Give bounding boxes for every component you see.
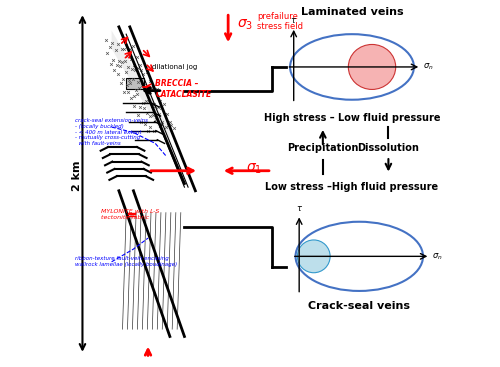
Polygon shape [112,30,170,147]
Text: $\sigma_1$: $\sigma_1$ [246,162,262,176]
Text: $\sigma_3$: $\sigma_3$ [238,18,254,32]
Text: $\sigma_n$: $\sigma_n$ [432,251,442,262]
Text: ribbon-texture fault-vein encasing
wallrock lamellae (locally boudinage): ribbon-texture fault-vein encasing wallr… [75,257,178,267]
Text: MYLONITE with L-S
tectonite fabric: MYLONITE with L-S tectonite fabric [100,209,159,220]
Text: Precipitation: Precipitation [287,143,358,153]
Text: $\tau$: $\tau$ [290,16,297,25]
Text: Low stress –High fluid pressure: Low stress –High fluid pressure [266,182,438,192]
Text: BRECCIA –
CATACLASITE: BRECCIA – CATACLASITE [156,79,212,98]
Ellipse shape [298,240,330,273]
Polygon shape [126,78,144,89]
Text: Dissolution: Dissolution [358,143,420,153]
Ellipse shape [348,44,396,90]
Text: $\sigma_n$: $\sigma_n$ [423,62,434,72]
Text: prefailure
stress field: prefailure stress field [258,12,304,31]
Text: crack-seal extension-veins
- (locally buckled)
- < 400 m lateral extent
- mutual: crack-seal extension-veins - (locally bu… [75,118,148,146]
Text: dilational jog: dilational jog [152,64,197,70]
Text: 2 km: 2 km [72,161,82,192]
Text: $\tau$: $\tau$ [296,204,302,213]
Text: Crack-seal veins: Crack-seal veins [308,301,410,311]
Text: High stress – Low fluid pressure: High stress – Low fluid pressure [264,113,440,123]
Text: Laminated veins: Laminated veins [300,7,404,17]
